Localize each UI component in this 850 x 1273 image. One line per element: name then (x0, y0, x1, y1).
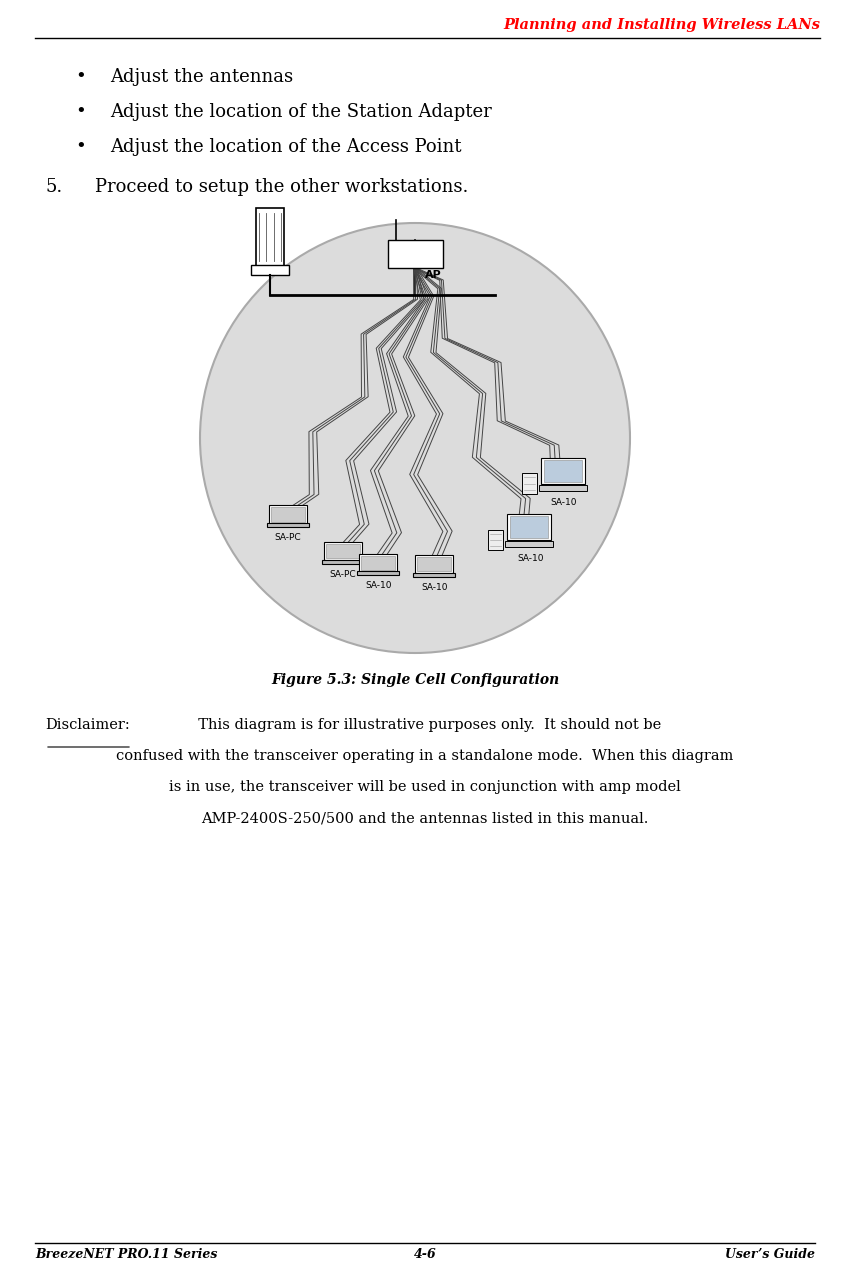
Circle shape (200, 223, 630, 653)
FancyBboxPatch shape (507, 514, 552, 540)
Text: Proceed to setup the other workstations.: Proceed to setup the other workstations. (95, 178, 468, 196)
FancyBboxPatch shape (324, 542, 361, 560)
Text: •: • (75, 137, 86, 157)
FancyBboxPatch shape (388, 241, 443, 269)
FancyBboxPatch shape (522, 474, 537, 494)
Text: SA-10: SA-10 (422, 583, 448, 592)
Text: Adjust the antennas: Adjust the antennas (110, 67, 293, 87)
Text: AMP-2400S-250/500 and the antennas listed in this manual.: AMP-2400S-250/500 and the antennas liste… (201, 811, 649, 825)
FancyBboxPatch shape (360, 554, 397, 572)
Text: Disclaimer:: Disclaimer: (45, 718, 130, 732)
FancyBboxPatch shape (256, 207, 284, 266)
Text: Figure 5.3: Single Cell Configuration: Figure 5.3: Single Cell Configuration (271, 673, 559, 687)
Text: Adjust the location of the Station Adapter: Adjust the location of the Station Adapt… (110, 103, 492, 121)
Text: •: • (75, 103, 86, 121)
Text: confused with the transceiver operating in a standalone mode.  When this diagram: confused with the transceiver operating … (116, 749, 734, 763)
Text: SA-10: SA-10 (518, 555, 544, 564)
FancyBboxPatch shape (269, 505, 307, 523)
Text: is in use, the transceiver will be used in conjunction with amp model: is in use, the transceiver will be used … (169, 780, 681, 794)
Text: •: • (75, 67, 86, 87)
Text: This diagram is for illustrative purposes only.  It should not be: This diagram is for illustrative purpose… (189, 718, 661, 732)
Text: 4-6: 4-6 (414, 1248, 436, 1262)
FancyBboxPatch shape (326, 544, 360, 559)
FancyBboxPatch shape (271, 508, 305, 522)
Text: SA-10: SA-10 (551, 498, 577, 508)
FancyBboxPatch shape (361, 555, 395, 570)
FancyBboxPatch shape (413, 573, 456, 577)
Text: SA-PC: SA-PC (275, 533, 302, 542)
FancyBboxPatch shape (416, 555, 454, 573)
Text: BreezeNET PRO.11 Series: BreezeNET PRO.11 Series (35, 1248, 218, 1262)
Text: SA-10: SA-10 (365, 582, 392, 591)
FancyBboxPatch shape (544, 460, 582, 481)
FancyBboxPatch shape (541, 458, 585, 484)
Text: Adjust the location of the Access Point: Adjust the location of the Access Point (110, 137, 462, 157)
Text: AP: AP (425, 270, 442, 280)
FancyBboxPatch shape (321, 560, 364, 564)
FancyBboxPatch shape (417, 558, 451, 572)
FancyBboxPatch shape (539, 485, 587, 490)
FancyBboxPatch shape (489, 530, 503, 550)
Text: User’s Guide: User’s Guide (725, 1248, 815, 1262)
FancyBboxPatch shape (506, 541, 553, 546)
FancyBboxPatch shape (511, 516, 548, 537)
FancyBboxPatch shape (267, 523, 309, 527)
FancyBboxPatch shape (251, 265, 289, 275)
Text: Planning and Installing Wireless LANs: Planning and Installing Wireless LANs (503, 18, 820, 32)
Text: SA-PC: SA-PC (329, 569, 356, 578)
Text: 5.: 5. (45, 178, 62, 196)
FancyBboxPatch shape (357, 572, 400, 575)
